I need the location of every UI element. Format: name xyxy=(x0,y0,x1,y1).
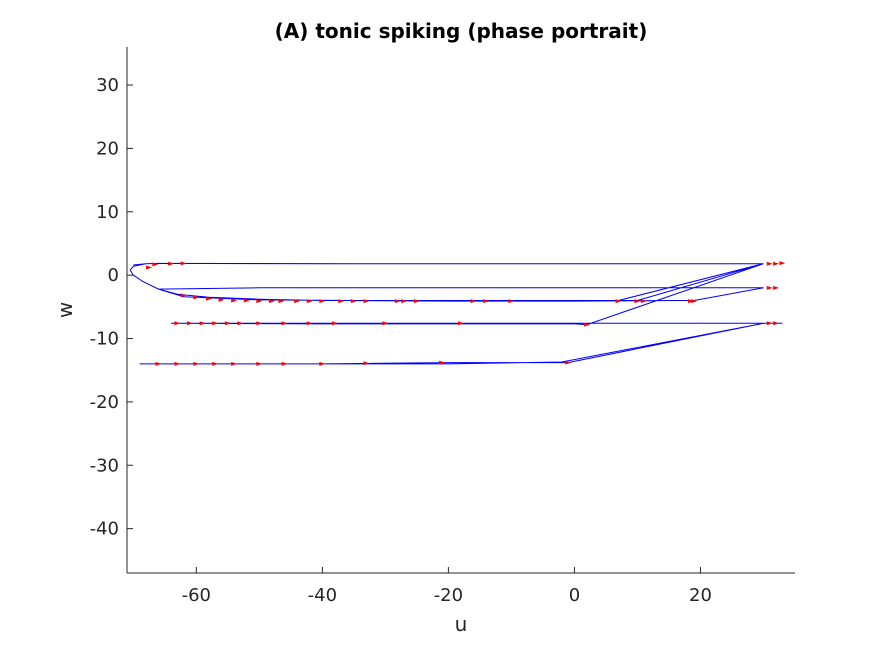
direction-arrow xyxy=(256,361,263,366)
direction-arrow xyxy=(193,295,200,300)
chart-title: (A) tonic spiking (phase portrait) xyxy=(275,19,648,43)
direction-arrow xyxy=(281,321,288,326)
y-tick-label: 0 xyxy=(108,265,119,286)
direction-arrow xyxy=(394,299,401,304)
direction-arrow xyxy=(470,299,477,304)
direction-arrow xyxy=(268,299,275,304)
direction-arrow xyxy=(363,361,370,366)
direction-arrow xyxy=(146,265,153,270)
y-axis-label: w xyxy=(53,302,77,318)
direction-arrow xyxy=(458,321,464,326)
direction-arrow xyxy=(256,321,263,326)
direction-arrow xyxy=(439,360,446,365)
direction-arrow xyxy=(634,299,641,304)
direction-arrow xyxy=(766,321,773,326)
direction-arrow xyxy=(174,321,181,326)
direction-arrow xyxy=(483,299,490,304)
direction-arrow xyxy=(281,361,288,366)
direction-arrow xyxy=(565,360,572,365)
y-tick-label: 30 xyxy=(96,75,119,96)
direction-arrow xyxy=(294,299,301,304)
direction-arrow xyxy=(615,299,622,304)
direction-arrow xyxy=(691,299,698,304)
x-tick-label: 0 xyxy=(569,585,580,606)
direction-arrow xyxy=(180,293,187,298)
direction-arrow xyxy=(224,321,231,326)
direction-arrow xyxy=(688,299,695,304)
direction-arrow xyxy=(773,285,780,290)
x-tick-label: -20 xyxy=(434,585,463,606)
plot-layer xyxy=(129,261,786,366)
x-tick-label: -40 xyxy=(308,585,337,606)
direction-arrow xyxy=(363,299,370,304)
direction-arrow xyxy=(218,297,225,302)
x-tick-label: 20 xyxy=(689,585,712,606)
direction-arrow xyxy=(212,321,219,326)
direction-arrow xyxy=(168,261,175,266)
x-axis-label: u xyxy=(455,612,468,636)
direction-arrow xyxy=(256,299,263,304)
direction-arrow xyxy=(306,299,313,304)
direction-arrow xyxy=(278,299,285,304)
direction-arrow xyxy=(231,298,238,303)
direction-arrow xyxy=(205,296,212,301)
direction-arrow xyxy=(773,321,780,326)
direction-arrow xyxy=(155,361,162,366)
direction-arrow xyxy=(319,361,326,366)
direction-arrow xyxy=(766,261,773,266)
direction-arrow xyxy=(766,285,773,290)
y-tick-label: -30 xyxy=(90,455,119,476)
direction-arrow xyxy=(584,322,591,327)
direction-arrow xyxy=(413,299,420,304)
direction-arrow xyxy=(331,321,338,326)
y-tick-label: -40 xyxy=(90,519,119,540)
y-tick-label: -10 xyxy=(90,329,119,350)
direction-arrow xyxy=(306,321,313,326)
direction-arrow xyxy=(319,299,326,304)
direction-arrow xyxy=(237,321,244,326)
direction-arrow xyxy=(779,261,786,266)
direction-arrow xyxy=(243,298,250,303)
direction-arrow xyxy=(174,361,181,366)
direction-arrow xyxy=(180,261,187,266)
direction-arrow xyxy=(773,261,780,266)
direction-arrow xyxy=(152,262,159,267)
direction-arrow xyxy=(508,299,515,304)
direction-arrow xyxy=(193,361,200,366)
direction-arrow xyxy=(212,361,219,366)
direction-arrow xyxy=(640,299,647,304)
direction-arrow xyxy=(382,321,389,326)
axes-layer: -60 -40 -20 0 20 -40 -30 -20 -10 0 10 20 30 xyxy=(90,47,795,606)
direction-arrow xyxy=(401,299,408,304)
y-tick-label: 10 xyxy=(96,202,119,223)
x-tick-label: -60 xyxy=(182,585,211,606)
direction-arrow xyxy=(350,299,357,304)
y-tick-label: 20 xyxy=(96,138,119,159)
y-tick-label: -20 xyxy=(90,392,119,413)
direction-arrow xyxy=(199,321,206,326)
direction-arrow xyxy=(187,321,194,326)
direction-arrow xyxy=(231,361,238,366)
direction-arrow xyxy=(338,299,345,304)
